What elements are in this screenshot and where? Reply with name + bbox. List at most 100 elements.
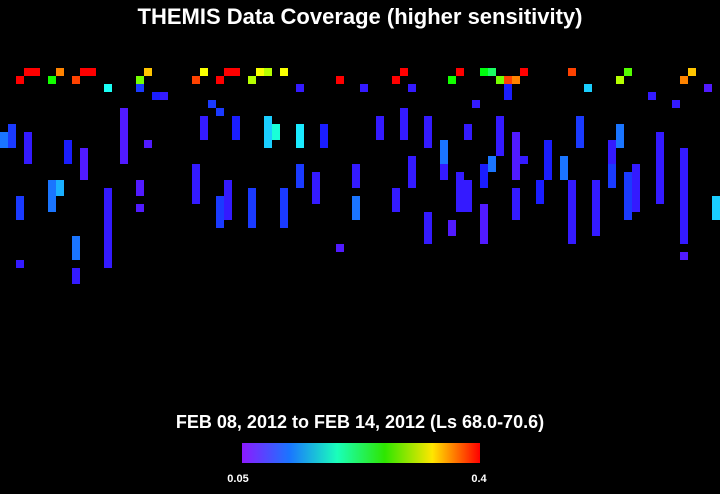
coverage-cell	[448, 76, 456, 84]
coverage-cell	[712, 196, 720, 220]
coverage-cell	[704, 84, 712, 92]
coverage-cell	[24, 68, 32, 76]
coverage-cell	[320, 124, 328, 148]
coverage-cell	[616, 76, 624, 84]
coverage-cell	[648, 92, 656, 100]
coverage-cell	[160, 92, 168, 100]
coverage-cell	[616, 124, 624, 148]
coverage-cell	[224, 180, 232, 220]
coverage-cell	[544, 140, 552, 180]
coverage-cell	[624, 172, 632, 220]
coverage-cell	[496, 76, 504, 84]
coverage-cell	[80, 148, 88, 180]
coverage-cell	[16, 196, 24, 220]
coverage-cell	[64, 140, 72, 164]
coverage-cell	[672, 100, 680, 108]
coverage-cell	[656, 180, 664, 204]
coverage-cell	[232, 68, 240, 76]
date-range: FEB 08, 2012 to FEB 14, 2012 (Ls 68.0-70…	[176, 412, 544, 432]
coverage-cell	[488, 156, 496, 172]
coverage-cell	[512, 76, 520, 84]
coverage-cell	[336, 76, 344, 84]
coverage-cell	[568, 68, 576, 76]
coverage-cell	[48, 180, 56, 212]
coverage-cell	[688, 68, 696, 76]
coverage-cell	[232, 116, 240, 140]
coverage-cell	[0, 132, 8, 148]
coverage-cell	[400, 108, 408, 140]
coverage-cell	[224, 68, 232, 76]
coverage-cell	[248, 188, 256, 228]
coverage-cell	[248, 76, 256, 84]
coverage-cell	[392, 76, 400, 84]
coverage-cell	[480, 164, 488, 188]
coverage-cell	[392, 188, 400, 212]
coverage-cell	[208, 100, 216, 108]
colorbar-min: 0.05	[227, 473, 248, 485]
coverage-cell	[568, 180, 576, 236]
coverage-cell	[568, 228, 576, 244]
coverage-cell	[488, 68, 496, 76]
coverage-cell	[464, 124, 472, 140]
coverage-cell	[296, 164, 304, 188]
coverage-cell	[400, 68, 408, 76]
coverage-cell	[480, 204, 488, 244]
coverage-cell	[72, 268, 80, 284]
coverage-cell	[592, 180, 600, 236]
coverage-cell	[192, 164, 200, 204]
coverage-cell	[504, 84, 512, 100]
coverage-cell	[448, 220, 456, 236]
coverage-cell	[456, 68, 464, 76]
coverage-cell	[608, 164, 616, 188]
coverage-cell	[408, 84, 416, 92]
coverage-cell	[104, 188, 112, 268]
coverage-cell	[272, 124, 280, 140]
coverage-cell	[608, 140, 616, 172]
coverage-cell	[120, 108, 128, 164]
coverage-cell	[440, 140, 448, 164]
coverage-cell	[136, 180, 144, 196]
coverage-cell	[456, 172, 464, 212]
coverage-cell	[376, 116, 384, 140]
coverage-cell	[624, 68, 632, 76]
coverage-cell	[72, 76, 80, 84]
coverage-cell	[512, 188, 520, 220]
coverage-cell	[216, 108, 224, 116]
coverage-cell	[464, 180, 472, 212]
coverage-cell	[24, 132, 32, 164]
colorbar-max: 0.4	[471, 473, 487, 485]
coverage-cell	[264, 116, 272, 148]
coverage-cell	[680, 252, 688, 260]
coverage-cell	[48, 76, 56, 84]
coverage-cell	[216, 76, 224, 84]
coverage-cell	[408, 156, 416, 188]
coverage-cell	[136, 76, 144, 84]
coverage-cell	[472, 100, 480, 108]
coverage-cell	[512, 132, 520, 180]
coverage-cell	[104, 84, 112, 92]
title: THEMIS Data Coverage (higher sensitivity…	[138, 4, 583, 29]
coverage-cell	[144, 68, 152, 76]
coverage-cell	[656, 132, 664, 180]
coverage-cell	[152, 92, 160, 100]
coverage-cell	[280, 188, 288, 228]
coverage-cell	[16, 76, 24, 84]
coverage-cell	[56, 180, 64, 196]
coverage-cell	[56, 68, 64, 76]
coverage-cell	[264, 68, 272, 76]
coverage-cell	[496, 116, 504, 156]
coverage-cell	[80, 68, 88, 76]
coverage-cell	[680, 76, 688, 84]
coverage-cell	[520, 68, 528, 76]
coverage-cell	[296, 124, 304, 148]
coverage-cell	[560, 156, 568, 180]
coverage-cell	[192, 76, 200, 84]
coverage-cell	[88, 68, 96, 76]
coverage-cell	[144, 140, 152, 148]
coverage-cell	[72, 236, 80, 260]
coverage-cell	[136, 84, 144, 92]
coverage-cell	[8, 124, 16, 148]
coverage-cell	[200, 68, 208, 76]
